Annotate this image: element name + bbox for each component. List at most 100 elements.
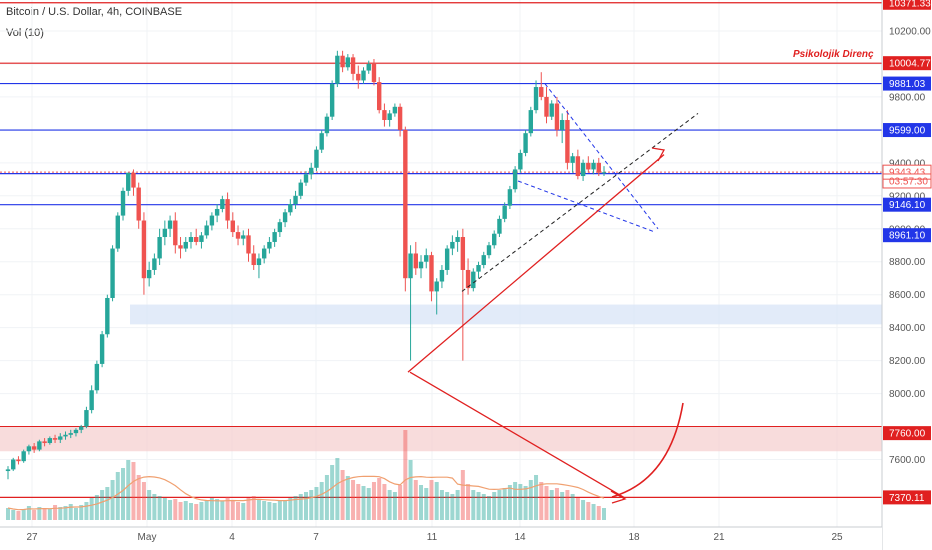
volume-bar — [382, 484, 387, 520]
volume-bar — [460, 470, 465, 520]
candle-body — [52, 438, 58, 440]
volume-bar — [324, 475, 329, 520]
volume-bar — [115, 472, 120, 520]
ascending-trendline — [461, 113, 699, 292]
volume-bar — [319, 482, 324, 520]
candle-body — [162, 228, 168, 238]
candle-body — [120, 190, 126, 216]
volume-bar — [356, 484, 361, 520]
time-tick-label: 21 — [713, 532, 725, 543]
candle-body — [601, 172, 607, 174]
candle-body — [314, 149, 319, 168]
candle-body — [455, 237, 460, 242]
target-arrow-down — [409, 371, 625, 498]
curved-projection-arrow — [611, 402, 684, 498]
price-axis[interactable] — [882, 0, 932, 550]
volume-bar — [162, 498, 167, 520]
candle-body — [235, 232, 241, 239]
volume-bar — [126, 460, 131, 520]
volume-bar — [361, 486, 366, 520]
candle-body — [94, 363, 100, 391]
volume-bar — [283, 500, 288, 520]
candle-body — [497, 218, 502, 234]
volume-bar — [476, 492, 481, 520]
candle-body — [131, 172, 136, 188]
candle-body — [256, 258, 262, 266]
price-level-badge: 10371.33 — [889, 0, 931, 9]
candle-body — [183, 241, 188, 249]
volume-bar — [591, 504, 596, 520]
time-tick-label: May — [138, 532, 157, 543]
volume-bar — [277, 501, 282, 520]
volume-bar — [11, 510, 16, 520]
candle-body — [199, 235, 204, 242]
volume-bar — [89, 498, 94, 520]
volume-bar — [272, 503, 277, 520]
volume-bar — [554, 488, 559, 520]
candle-body — [309, 167, 314, 175]
candle-body — [178, 245, 183, 249]
volume-bar — [466, 484, 471, 520]
candle-body — [439, 269, 445, 282]
time-axis[interactable] — [0, 527, 882, 550]
time-tick-label: 4 — [229, 532, 235, 543]
time-tick-label: 7 — [313, 532, 319, 543]
volume-bar — [251, 496, 256, 520]
candle-body — [173, 220, 178, 246]
candle-body — [105, 297, 110, 335]
candle-body — [387, 113, 392, 120]
volume-bar — [528, 480, 533, 520]
candle-body — [539, 87, 544, 97]
candle-body — [523, 133, 528, 153]
time-tick-label: 25 — [831, 532, 843, 543]
price-level-badge-bg — [883, 56, 931, 71]
volume-bar — [575, 498, 580, 520]
candle-body — [403, 129, 408, 279]
volume-bar — [147, 490, 152, 520]
volume-bar — [94, 495, 99, 520]
volume-bar — [110, 480, 115, 520]
candle-body — [152, 258, 157, 270]
candle-body — [418, 261, 424, 269]
candle-body — [356, 73, 361, 81]
candle-body — [225, 199, 230, 221]
candle-body — [596, 162, 601, 173]
volume-bar — [534, 475, 539, 520]
psychological-resistance-label: Psikolojik Direnç — [793, 49, 874, 60]
candle-body — [126, 172, 131, 191]
volume-indicator-label: Vol (10) — [6, 27, 44, 39]
candle-body — [214, 208, 220, 216]
badge-outline — [882, 173, 932, 189]
price-tick-label: 9800.00 — [889, 92, 926, 103]
volume-bar — [602, 508, 606, 520]
candle-body — [324, 116, 330, 134]
volume-bar — [408, 460, 413, 520]
candle-body — [549, 103, 554, 117]
candle-body — [230, 220, 236, 233]
volume-bar — [377, 478, 382, 520]
candle-body — [408, 253, 413, 279]
volume-bar — [304, 492, 308, 520]
candle-body — [329, 83, 335, 117]
volume-bar — [513, 482, 518, 520]
candle-body — [157, 237, 162, 259]
candle-body — [11, 459, 16, 470]
volume-bar — [79, 505, 84, 520]
candle-body — [361, 70, 366, 81]
volume-bar — [230, 500, 235, 520]
volume-bar — [152, 494, 157, 520]
volume-bar — [37, 507, 42, 520]
volume-bar — [32, 510, 37, 520]
time-tick-label: 18 — [628, 532, 640, 543]
candle-body — [444, 248, 450, 270]
volume-bar — [256, 500, 261, 520]
candle-body — [220, 199, 225, 209]
volume-bar — [157, 496, 162, 520]
candle-body — [533, 87, 539, 111]
candle-body — [345, 57, 351, 68]
volume-bar — [236, 502, 241, 520]
candle-body — [460, 237, 466, 270]
volume-bar — [424, 488, 429, 520]
candle-body — [31, 446, 37, 450]
